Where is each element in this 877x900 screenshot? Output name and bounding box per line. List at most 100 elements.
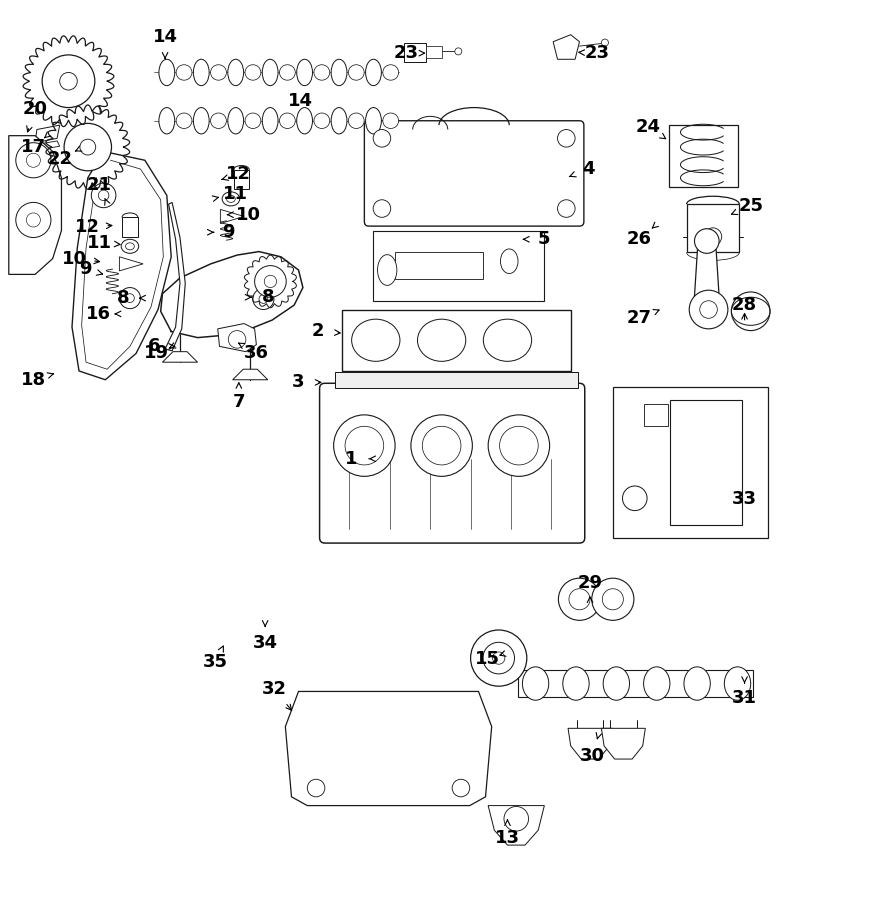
Polygon shape (553, 35, 579, 59)
Text: 5: 5 (538, 230, 550, 248)
Circle shape (26, 213, 40, 227)
Text: 12: 12 (226, 166, 251, 184)
Polygon shape (165, 202, 185, 351)
Ellipse shape (125, 243, 134, 250)
Ellipse shape (382, 113, 398, 129)
Text: 15: 15 (474, 650, 499, 668)
Circle shape (80, 140, 96, 155)
Text: 27: 27 (626, 310, 651, 328)
FancyBboxPatch shape (319, 383, 584, 543)
Ellipse shape (482, 320, 531, 361)
Bar (669, 400, 741, 525)
Circle shape (259, 294, 267, 303)
Text: 35: 35 (203, 653, 227, 671)
Text: 9: 9 (79, 260, 91, 278)
Ellipse shape (279, 65, 295, 80)
Polygon shape (567, 728, 611, 759)
Text: 29: 29 (577, 574, 602, 592)
Circle shape (16, 143, 51, 178)
Ellipse shape (348, 113, 364, 129)
Text: 23: 23 (584, 44, 609, 62)
Circle shape (345, 427, 383, 465)
Text: 12: 12 (75, 218, 100, 236)
Bar (517, 670, 752, 697)
Ellipse shape (210, 65, 226, 80)
Bar (403, 42, 425, 62)
Text: 4: 4 (581, 160, 594, 178)
Circle shape (591, 578, 633, 620)
Bar (612, 387, 767, 538)
Polygon shape (160, 252, 303, 338)
Circle shape (42, 55, 95, 108)
Text: 9: 9 (222, 223, 234, 241)
Circle shape (422, 427, 460, 465)
Text: 33: 33 (731, 491, 756, 508)
Ellipse shape (210, 113, 226, 129)
Circle shape (731, 292, 769, 330)
Text: 2: 2 (311, 322, 324, 340)
Text: 17: 17 (21, 138, 46, 156)
Text: 14: 14 (288, 92, 312, 110)
Ellipse shape (683, 667, 709, 700)
Ellipse shape (314, 113, 330, 129)
Circle shape (503, 806, 528, 831)
Circle shape (254, 266, 286, 297)
Text: 11: 11 (223, 184, 247, 202)
Polygon shape (285, 691, 491, 806)
Text: 31: 31 (731, 688, 756, 706)
Text: 20: 20 (23, 100, 47, 118)
Text: 1: 1 (345, 450, 357, 468)
Circle shape (98, 190, 109, 201)
Ellipse shape (382, 65, 398, 80)
Ellipse shape (377, 255, 396, 285)
Circle shape (228, 330, 246, 348)
Ellipse shape (724, 667, 750, 700)
Circle shape (307, 779, 324, 796)
Polygon shape (601, 728, 645, 759)
Circle shape (373, 200, 390, 217)
Ellipse shape (176, 113, 192, 129)
Ellipse shape (159, 108, 175, 134)
Ellipse shape (331, 59, 346, 86)
Text: 32: 32 (261, 680, 286, 698)
Polygon shape (72, 151, 171, 380)
Circle shape (333, 415, 395, 476)
Bar (425, 46, 441, 58)
Bar (686, 204, 738, 253)
Circle shape (264, 275, 276, 288)
Circle shape (410, 415, 472, 476)
Text: 24: 24 (635, 118, 660, 136)
Ellipse shape (245, 113, 260, 129)
Ellipse shape (176, 65, 192, 80)
Text: 18: 18 (21, 371, 46, 389)
FancyBboxPatch shape (364, 121, 583, 226)
Bar (122, 217, 138, 237)
Text: 34: 34 (253, 634, 277, 652)
Ellipse shape (227, 108, 243, 134)
Text: 19: 19 (144, 345, 168, 363)
Bar (395, 252, 482, 279)
Circle shape (568, 589, 589, 610)
Ellipse shape (245, 65, 260, 80)
Bar (643, 404, 667, 427)
Polygon shape (693, 241, 719, 310)
Circle shape (119, 288, 140, 309)
Ellipse shape (365, 59, 381, 86)
Ellipse shape (365, 108, 381, 134)
Text: 8: 8 (117, 289, 129, 307)
Text: 13: 13 (495, 829, 519, 847)
Circle shape (60, 73, 77, 90)
Text: 3: 3 (292, 374, 304, 392)
Bar (233, 170, 249, 189)
Ellipse shape (562, 667, 588, 700)
Circle shape (499, 427, 538, 465)
Text: 11: 11 (87, 234, 111, 252)
Ellipse shape (227, 59, 243, 86)
Ellipse shape (314, 65, 330, 80)
Text: 6: 6 (147, 338, 160, 356)
Text: 23: 23 (393, 44, 417, 62)
Text: 8: 8 (262, 288, 275, 306)
Bar (335, 372, 577, 388)
Bar (373, 230, 544, 301)
Circle shape (488, 415, 549, 476)
